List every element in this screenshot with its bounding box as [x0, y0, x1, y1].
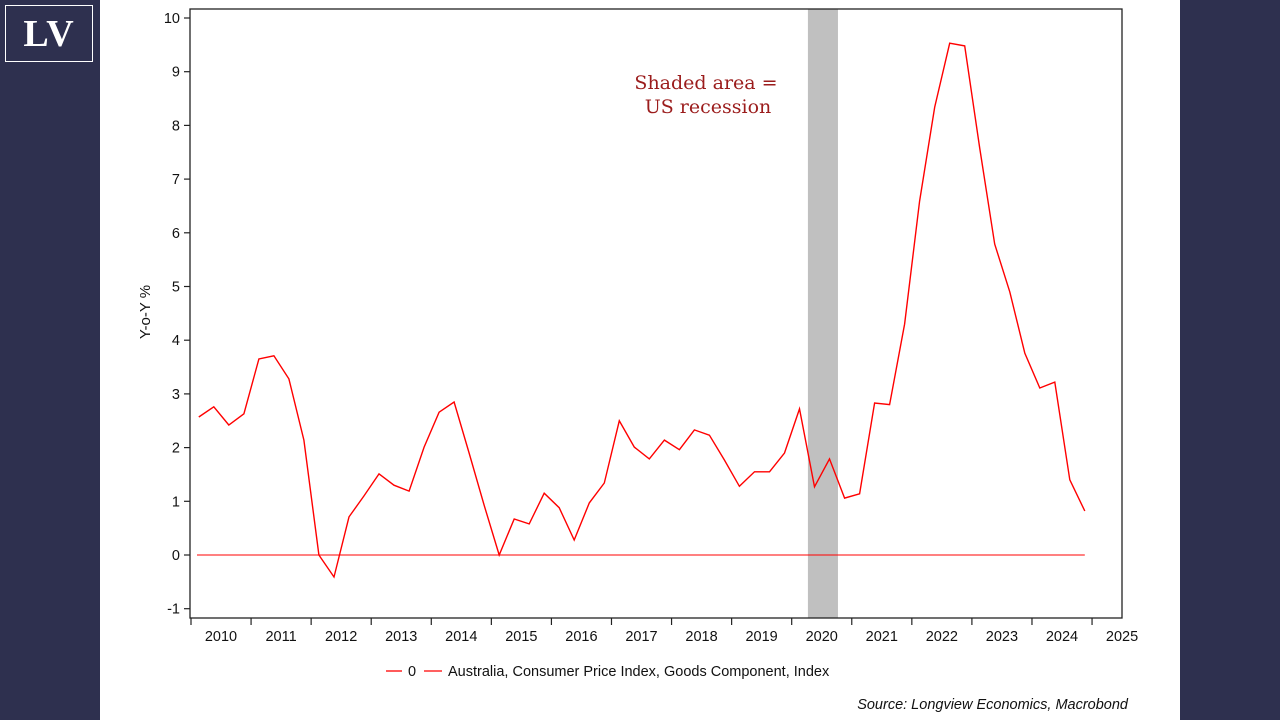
y-tick-label: 6 — [172, 226, 180, 242]
x-tick-label: 2011 — [265, 629, 296, 645]
x-tick-label: 2018 — [685, 629, 717, 645]
y-tick-label: 2 — [172, 441, 180, 457]
x-tick-label: 2016 — [565, 629, 597, 645]
y-tick-label: 1 — [172, 494, 180, 510]
y-tick-label: 10 — [164, 11, 180, 27]
y-tick-label: 0 — [172, 548, 180, 564]
x-tick-label: 2023 — [986, 629, 1018, 645]
shaded-regions — [807, 9, 838, 618]
recession-band — [807, 9, 838, 618]
source-note: Source: Longview Economics, Macrobond — [857, 697, 1129, 713]
annotation-line-1: Shaded area = — [634, 72, 777, 94]
cpi-goods-series — [198, 42, 1086, 579]
x-tick-label: 2017 — [625, 629, 657, 645]
y-tick-label: 7 — [172, 172, 180, 188]
y-axis-title: Y-o-Y % — [137, 285, 154, 339]
y-tick-label: 9 — [172, 65, 180, 81]
x-tick-label: 2020 — [806, 629, 838, 645]
x-tick-label: 2012 — [325, 629, 357, 645]
x-axis: 2010 2011 2012 2013 2014 2015 2016 2017 2018 2019… — [190, 618, 1138, 645]
x-tick-label: 2013 — [385, 629, 417, 645]
right-brand-panel — [1180, 0, 1280, 720]
left-brand-panel: LV — [0, 0, 100, 720]
y-tick-label: 4 — [172, 333, 180, 349]
x-tick-label: 2022 — [926, 629, 958, 645]
legend: 0 Australia, Consumer Price Index, Goods… — [386, 664, 830, 680]
x-tick-label: 2010 — [205, 629, 237, 645]
y-tick-label: 5 — [172, 280, 180, 296]
y-tick-label: 3 — [172, 387, 180, 403]
plot-frame — [189, 8, 1123, 619]
x-tick-label: 2021 — [866, 629, 898, 645]
x-tick-label: 2025 — [1106, 629, 1138, 645]
y-axis: -1 0 1 2 3 4 5 6 7 8 9 10 — [164, 11, 190, 618]
x-tick-label: 2014 — [445, 629, 477, 645]
annotation: Shaded area = US recession — [634, 72, 777, 118]
x-tick-label: 2015 — [505, 629, 537, 645]
x-tick-label: 2019 — [745, 629, 777, 645]
y-tick-label: -1 — [167, 602, 180, 618]
lv-logo: LV — [5, 5, 93, 62]
annotation-line-2: US recession — [645, 96, 772, 118]
legend-label-zero: 0 — [408, 664, 416, 680]
x-tick-label: 2024 — [1046, 629, 1078, 645]
y-tick-label: 8 — [172, 118, 180, 134]
legend-label-cpi: Australia, Consumer Price Index, Goods C… — [448, 664, 830, 680]
series-lines — [197, 42, 1086, 579]
